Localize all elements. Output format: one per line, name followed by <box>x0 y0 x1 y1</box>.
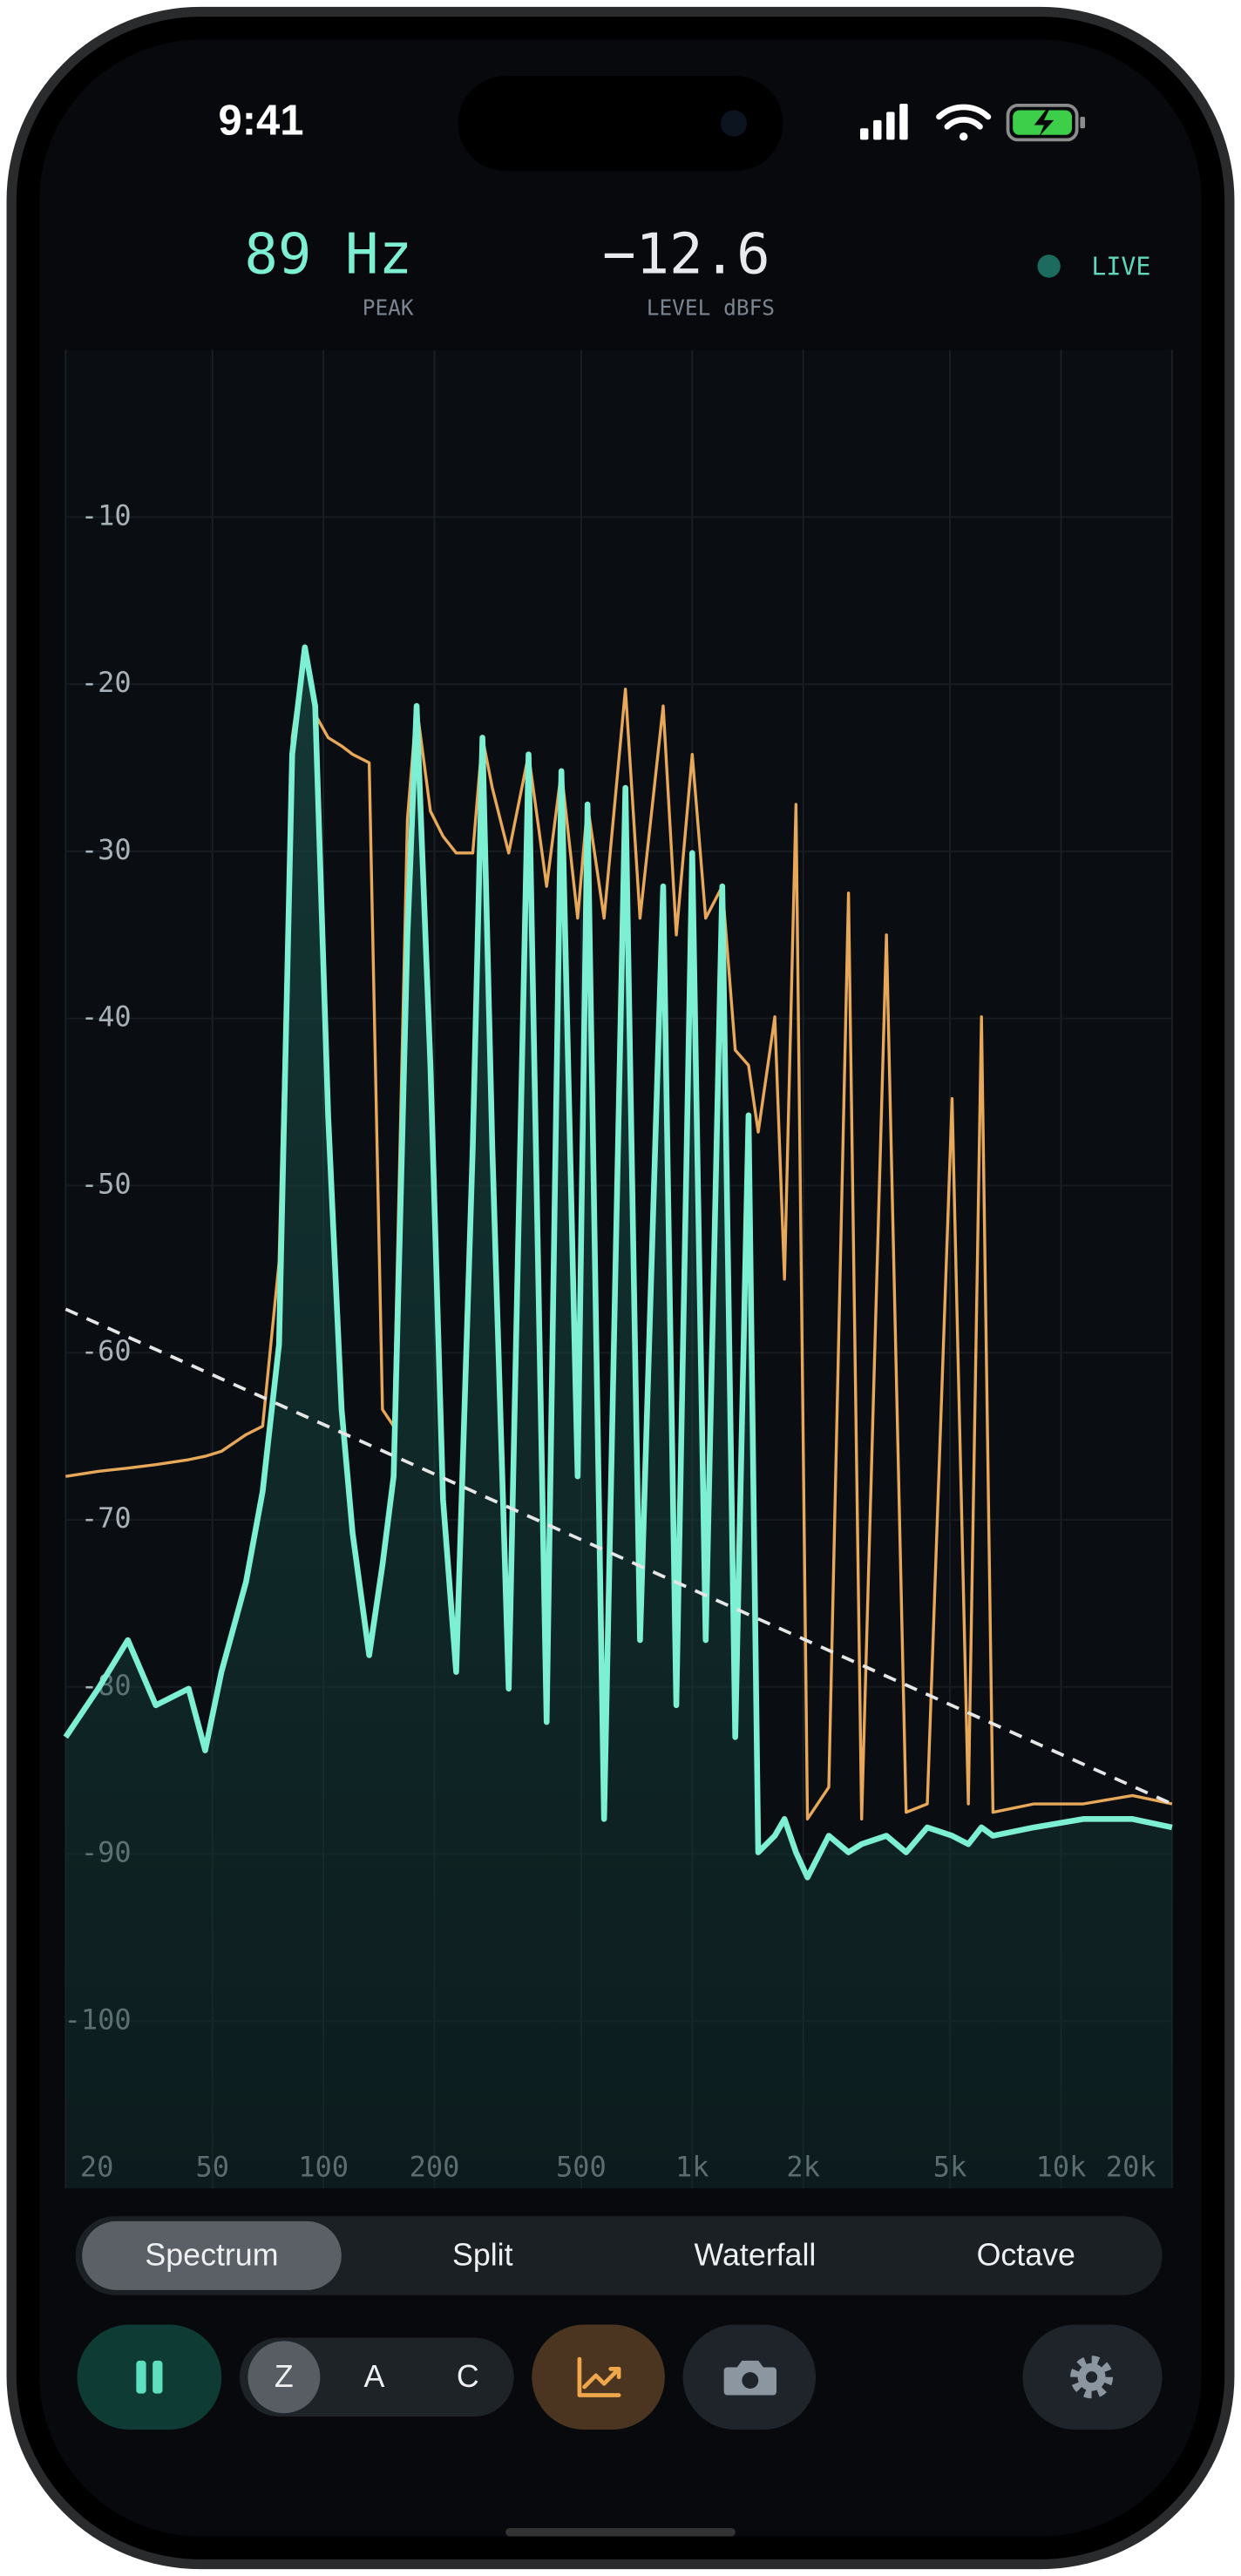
peak-label: PEAK <box>363 295 414 320</box>
battery <box>1006 103 1086 142</box>
weighting-option[interactable]: A <box>364 2359 385 2394</box>
weighting-option[interactable]: C <box>457 2359 479 2394</box>
y-tick-label: -50 <box>81 1167 132 1200</box>
chart-icon <box>577 2356 621 2397</box>
camera-lens <box>720 110 748 137</box>
status-time: 9:41 <box>218 98 303 145</box>
camera-icon <box>723 2360 776 2396</box>
pause-button[interactable] <box>77 2324 222 2430</box>
weighting-option[interactable]: Z <box>275 2359 294 2394</box>
tab[interactable]: Octave <box>977 2238 1075 2273</box>
peak-value: 89 Hz <box>244 223 412 288</box>
spectrum-line <box>63 644 1173 1881</box>
cell-signal <box>860 103 908 140</box>
tab[interactable]: Waterfall <box>695 2238 817 2273</box>
tab[interactable]: Spectrum <box>145 2238 278 2273</box>
gear-icon <box>1070 2356 1114 2399</box>
selected-weighting <box>248 2341 321 2414</box>
live-dot <box>1037 254 1061 278</box>
y-tick-label: -10 <box>81 498 132 532</box>
tabs: Spectrum Split Waterfall Octave <box>145 2238 1075 2273</box>
live-status: LIVE <box>1091 252 1150 281</box>
dynamic-island <box>458 75 783 172</box>
wifi <box>936 104 992 141</box>
y-tick-label: -70 <box>81 1502 132 1535</box>
level-label: LEVEL dBFS <box>647 295 775 320</box>
tab[interactable]: Split <box>452 2238 513 2273</box>
reference-line <box>64 1307 1173 1806</box>
tab-bar <box>75 2216 1163 2295</box>
y-tick-label: -40 <box>81 1000 132 1034</box>
home-indicator <box>505 2528 736 2537</box>
pause-icon <box>136 2360 146 2394</box>
level-value: −12.6 <box>602 223 770 288</box>
y-tick-label: -30 <box>81 833 132 866</box>
spectrum-area <box>65 647 1172 2189</box>
pause-icon <box>153 2360 163 2394</box>
selected-tab <box>82 2220 342 2290</box>
y-tick-label: -20 <box>81 666 132 699</box>
spectrum-chart: 20501002005001k2k5k10k20k-100-90-80-70-6… <box>63 349 1173 2189</box>
y-tick-label: -60 <box>81 1334 132 1367</box>
